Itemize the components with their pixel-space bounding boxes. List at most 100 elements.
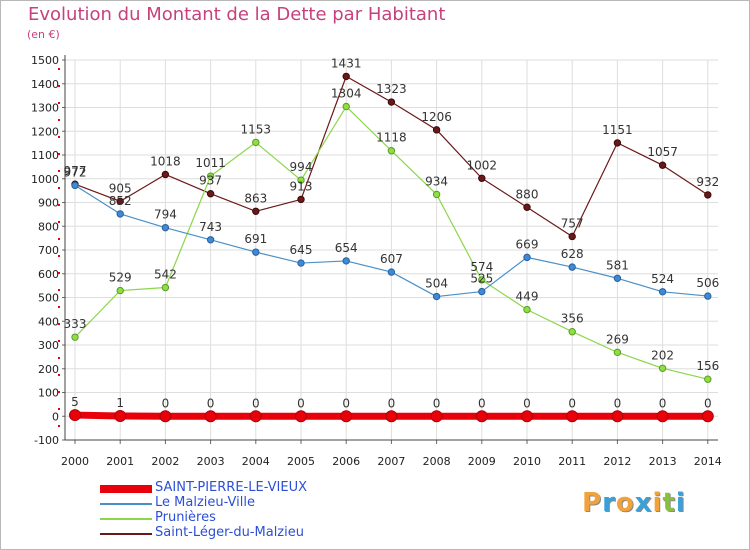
data-label: 654 <box>335 241 358 255</box>
y-tick-label: 700 <box>38 244 59 257</box>
legend-swatch <box>100 518 152 520</box>
data-label: 977 <box>64 164 87 178</box>
y-tick-label: 200 <box>38 363 59 376</box>
data-point <box>701 410 714 423</box>
data-point <box>478 287 486 296</box>
data-point <box>430 410 443 423</box>
y-tick-label: -100 <box>34 434 59 447</box>
x-tick-label: 2006 <box>332 455 360 468</box>
data-label: 0 <box>297 396 305 410</box>
data-label: 0 <box>478 396 486 410</box>
data-point <box>704 292 712 300</box>
legend-swatch <box>100 503 152 505</box>
data-point <box>249 410 262 423</box>
data-point <box>342 102 350 111</box>
data-point <box>252 248 260 256</box>
data-point <box>69 409 81 422</box>
data-label: 574 <box>470 260 493 274</box>
data-point <box>161 283 170 292</box>
data-label: 1431 <box>331 56 362 70</box>
data-point <box>206 190 215 198</box>
y-tick-label: 600 <box>38 268 59 281</box>
data-label: 1304 <box>331 87 362 101</box>
data-label: 669 <box>516 237 539 251</box>
data-point <box>161 170 170 179</box>
x-tick-label: 2012 <box>603 455 631 468</box>
data-label: 0 <box>523 396 531 410</box>
data-point <box>523 253 531 262</box>
data-point <box>568 232 576 241</box>
data-label: 0 <box>433 396 441 410</box>
data-label: 934 <box>425 174 448 188</box>
y-tick-label: 500 <box>38 292 59 305</box>
data-label: 757 <box>561 216 584 230</box>
x-tick-label: 2014 <box>694 455 722 468</box>
data-point <box>342 72 350 81</box>
data-label: 852 <box>109 194 132 208</box>
legend-label: Prunières <box>155 510 216 525</box>
data-label: 529 <box>109 271 132 285</box>
data-label: 743 <box>199 220 222 234</box>
data-point <box>204 410 217 423</box>
y-tick-label: 1000 <box>31 173 59 186</box>
y-tick-label: 100 <box>38 387 59 400</box>
logo-letter: i <box>652 488 663 518</box>
data-point <box>568 263 576 271</box>
data-label: 1011 <box>195 156 226 170</box>
data-point <box>704 191 712 199</box>
legend-label: SAINT-PIERRE-LE-VIEUX <box>155 480 307 495</box>
data-label: 0 <box>614 396 622 410</box>
data-point <box>704 375 712 383</box>
data-point <box>71 181 79 190</box>
x-tick-label: 2013 <box>649 455 677 468</box>
data-point <box>613 348 622 357</box>
data-point <box>116 210 124 218</box>
data-point <box>387 147 396 155</box>
data-label: 932 <box>696 175 719 189</box>
x-tick-label: 2009 <box>468 455 496 468</box>
data-label: 880 <box>516 187 539 201</box>
data-label: 628 <box>561 247 584 261</box>
data-label: 269 <box>606 332 629 346</box>
data-point <box>71 333 79 341</box>
data-point <box>297 195 305 204</box>
data-label: 0 <box>388 396 396 410</box>
y-tick-label: 900 <box>38 197 59 210</box>
data-label: 1151 <box>602 123 633 137</box>
data-label: 1323 <box>376 82 407 96</box>
data-label: 5 <box>71 395 79 409</box>
data-point <box>478 276 486 284</box>
y-tick-label: 1300 <box>31 102 59 115</box>
x-tick-label: 2004 <box>242 455 270 468</box>
data-point <box>656 410 669 423</box>
x-tick-label: 2002 <box>151 455 179 468</box>
data-point <box>297 259 305 267</box>
data-label: 356 <box>561 312 584 326</box>
data-label: 524 <box>651 272 674 286</box>
data-label: 525 <box>470 272 493 286</box>
data-label: 449 <box>516 290 539 304</box>
logo-letter: t <box>662 488 676 518</box>
data-label: 581 <box>606 258 629 272</box>
data-point <box>523 203 531 211</box>
x-tick-label: 2005 <box>287 455 315 468</box>
data-point <box>432 292 441 301</box>
data-label: 0 <box>704 396 712 410</box>
data-point <box>114 410 127 423</box>
data-point <box>523 305 531 314</box>
x-tick-label: 2000 <box>61 455 89 468</box>
y-tick-label: 1100 <box>31 149 59 162</box>
data-point <box>161 223 170 232</box>
data-label: 794 <box>154 208 177 222</box>
data-label: 994 <box>290 160 313 174</box>
data-label: 607 <box>380 252 403 266</box>
data-point <box>611 410 624 423</box>
y-tick-label: 400 <box>38 315 59 328</box>
y-tick-label: 300 <box>38 339 59 352</box>
data-label: 913 <box>290 179 313 193</box>
data-point <box>159 410 172 423</box>
data-point <box>613 274 622 282</box>
data-point <box>206 236 215 244</box>
data-point <box>521 410 533 423</box>
data-point <box>206 172 215 180</box>
